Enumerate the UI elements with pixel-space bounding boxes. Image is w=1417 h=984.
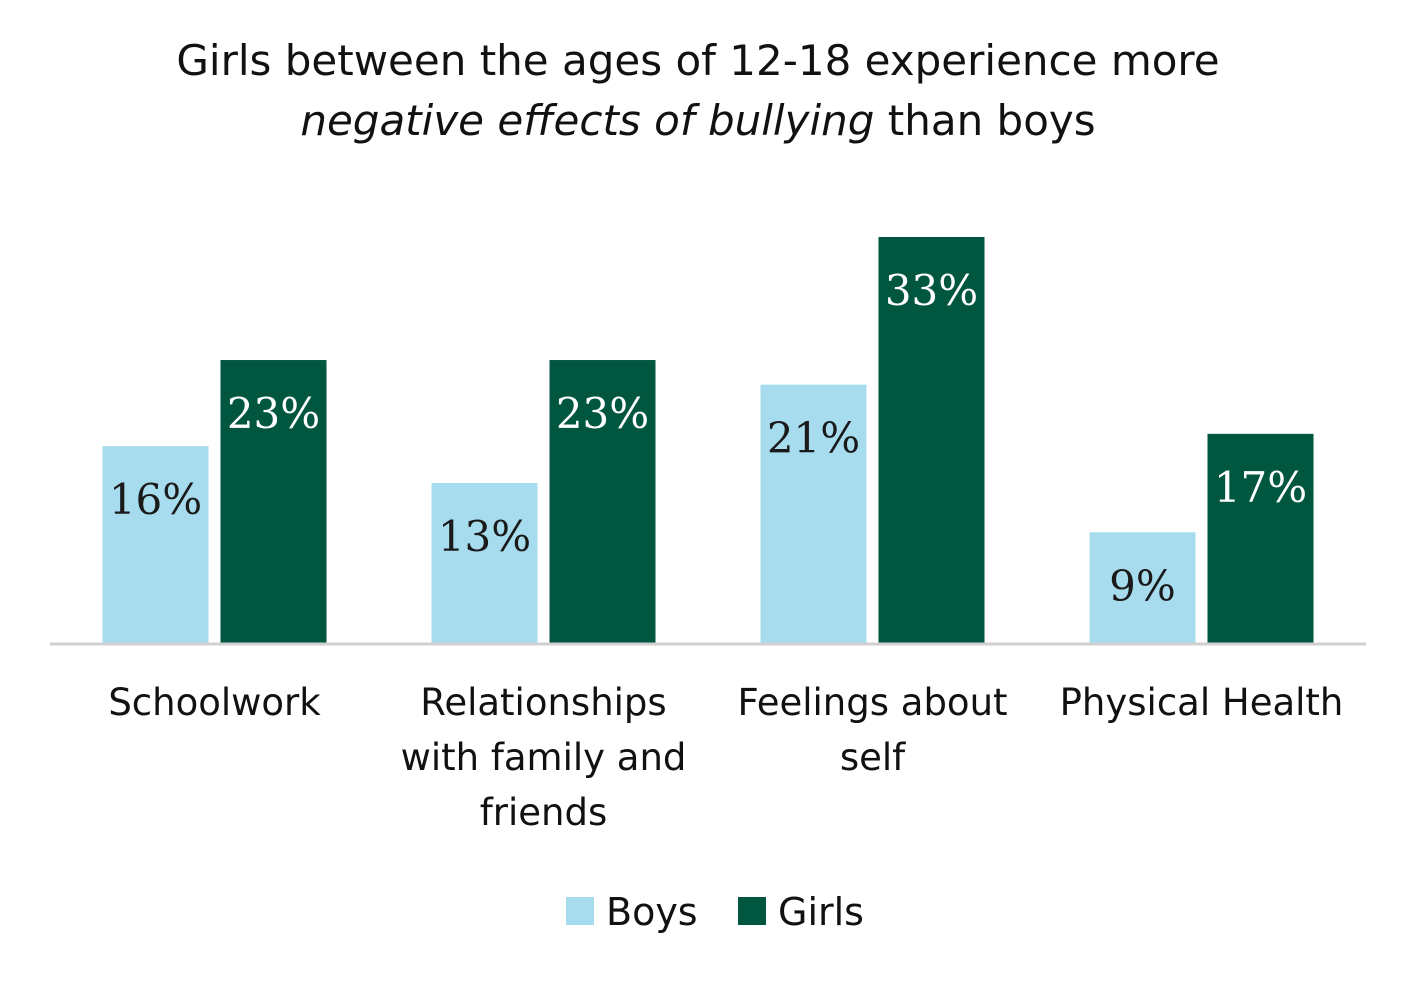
data-label-boys-1: 13%: [438, 512, 531, 561]
legend-swatch-girls: [738, 897, 766, 925]
bar-boys-3: [1089, 532, 1196, 643]
category-label-2-line-0: Feelings about: [737, 681, 1007, 724]
category-label-1-line-0: Relationships: [420, 681, 666, 724]
category-label-1-line-1: with family and: [401, 736, 687, 779]
bar-boys-1: [431, 483, 538, 643]
data-label-girls-1: 23%: [556, 389, 649, 438]
chart-title-line-2: negative effects of bullying than boys: [300, 96, 1095, 145]
bar-girls-2: [878, 237, 985, 643]
bar-girls-3: [1207, 433, 1314, 643]
bar-girls-1: [549, 360, 656, 643]
chart-title-line-1: Girls between the ages of 12-18 experien…: [176, 36, 1219, 85]
legend: Boys Girls: [566, 890, 864, 934]
data-label-girls-2: 33%: [885, 266, 978, 315]
chart-title-rest: than boys: [874, 96, 1095, 145]
category-label-0-line-0: Schoolwork: [108, 681, 321, 724]
legend-label-girls: Girls: [778, 890, 864, 934]
bar-boys-0: [102, 446, 209, 643]
bars-group: 16% 13% 21% 9% 23% 23% 33% 17%: [102, 237, 1314, 643]
data-label-girls-0: 23%: [227, 389, 320, 438]
category-label-3-line-0: Physical Health: [1060, 681, 1344, 724]
category-labels-group: Schoolwork Relationships with family and fr…: [108, 681, 1343, 834]
category-label-1-line-2: friends: [480, 791, 608, 834]
data-label-boys-0: 16%: [109, 475, 202, 524]
legend-label-boys: Boys: [606, 890, 698, 934]
chart-title-emphasis: negative effects of bullying: [300, 96, 874, 145]
data-label-boys-3: 9%: [1109, 561, 1176, 610]
category-label-2-line-1: self: [840, 736, 906, 779]
data-label-girls-3: 17%: [1214, 463, 1307, 512]
bar-girls-0: [220, 360, 327, 643]
data-label-boys-2: 21%: [767, 414, 860, 463]
legend-swatch-boys: [566, 897, 594, 925]
bar-boys-2: [760, 384, 867, 643]
